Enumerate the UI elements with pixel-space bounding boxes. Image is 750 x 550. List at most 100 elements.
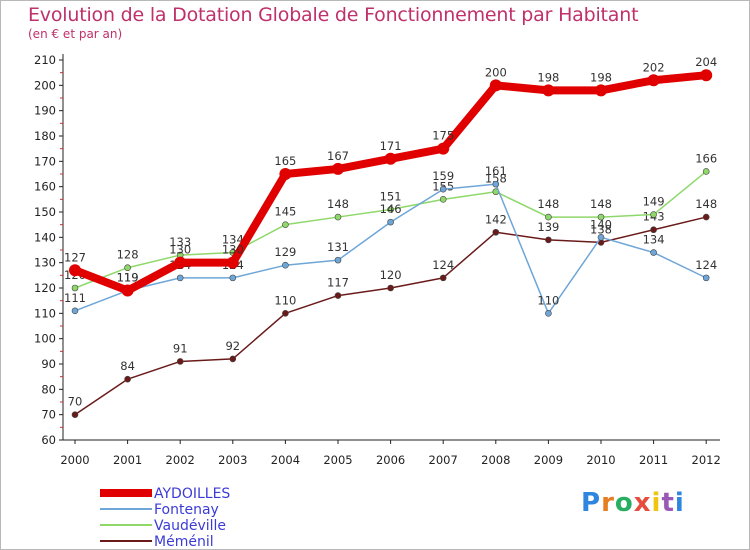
x-tick-label: 2011 (639, 453, 668, 467)
data-label-vaudeville: 148 (537, 197, 559, 211)
data-point-memenil (439, 274, 447, 282)
x-tick-label: 2006 (376, 453, 405, 467)
data-point-aydoilles (700, 69, 713, 82)
data-label-aydoilles: 165 (274, 154, 296, 168)
y-tick-label: 60 (41, 433, 56, 447)
logo-letter: i (674, 488, 685, 518)
data-point-aydoilles (121, 284, 134, 297)
data-label-aydoilles: 202 (643, 60, 665, 74)
data-label-fontenay: 119 (117, 271, 139, 285)
data-point-fontenay (439, 185, 447, 193)
data-label-fontenay: 124 (695, 258, 717, 272)
y-tick-label: 70 (41, 408, 56, 422)
data-point-memenil (282, 310, 289, 317)
x-tick-label: 2010 (586, 453, 615, 467)
x-tick-label: 2003 (218, 453, 247, 467)
data-label-aydoilles: 119 (117, 271, 139, 285)
data-point-vaudeville (439, 196, 447, 203)
data-label-vaudeville: 149 (643, 195, 665, 209)
data-point-memenil (229, 355, 237, 363)
x-tick-label: 2000 (60, 453, 89, 467)
data-label-vaudeville: 128 (117, 248, 139, 262)
data-label-aydoilles: 171 (380, 139, 402, 153)
data-label-fontenay: 129 (274, 245, 296, 259)
data-label-vaudeville: 134 (222, 233, 244, 247)
data-label-fontenay: 134 (643, 233, 665, 247)
y-tick-label: 170 (34, 154, 56, 168)
data-point-aydoilles (647, 74, 660, 87)
data-label-fontenay: 131 (327, 240, 349, 254)
data-label-fontenay: 110 (537, 293, 559, 307)
data-label-memenil: 138 (590, 222, 612, 236)
data-point-memenil (650, 226, 657, 234)
data-label-memenil: 84 (120, 359, 135, 373)
data-point-vaudeville (71, 284, 79, 292)
data-point-aydoilles (69, 264, 81, 277)
legend-label-aydoilles: AYDOILLES (154, 486, 230, 502)
data-point-vaudeville (334, 213, 342, 221)
data-label-aydoilles: 127 (64, 250, 86, 264)
data-label-fontenay: 111 (64, 291, 86, 305)
data-point-aydoilles (279, 168, 292, 180)
data-label-memenil: 70 (68, 395, 83, 409)
data-label-aydoilles: 167 (327, 149, 349, 163)
data-point-fontenay (597, 234, 605, 241)
data-point-fontenay (282, 261, 289, 269)
data-point-aydoilles (174, 256, 187, 269)
legend-label-memenil: Méménil (154, 534, 214, 550)
x-tick-label: 2012 (692, 453, 721, 467)
data-label-memenil: 92 (225, 339, 240, 353)
x-tick-label: 2005 (323, 453, 352, 467)
data-point-fontenay (334, 256, 342, 264)
y-tick-label: 100 (34, 332, 56, 346)
x-tick-label: 2008 (481, 453, 510, 467)
data-point-memenil (492, 228, 500, 236)
y-tick-label: 200 (34, 78, 56, 92)
data-point-fontenay (229, 274, 237, 282)
x-tick-label: 2004 (271, 453, 300, 467)
x-tick-label: 2007 (429, 453, 458, 467)
data-label-vaudeville: 158 (485, 172, 507, 186)
data-label-fontenay: 161 (485, 164, 507, 178)
data-label-memenil: 139 (537, 220, 559, 234)
data-point-aydoilles (226, 256, 239, 269)
y-tick-label: 80 (41, 382, 56, 396)
data-point-aydoilles (489, 79, 502, 92)
data-point-vaudeville (702, 168, 710, 175)
logo-letter: o (614, 488, 634, 518)
data-label-memenil: 110 (274, 293, 296, 307)
data-label-memenil: 142 (485, 212, 507, 226)
data-label-fontenay: 146 (380, 202, 402, 216)
data-label-vaudeville: 166 (695, 151, 717, 165)
data-label-aydoilles: 204 (695, 55, 717, 69)
data-label-vaudeville: 133 (169, 235, 191, 249)
data-label-aydoilles: 198 (537, 70, 559, 84)
data-label-aydoilles: 175 (432, 129, 454, 143)
legend-label-vaudeville: Vaudéville (154, 518, 226, 534)
data-label-aydoilles: 130 (222, 243, 244, 257)
logo-letter: t (661, 488, 675, 518)
data-point-fontenay (71, 307, 79, 315)
data-point-vaudeville (282, 221, 289, 228)
data-point-fontenay (387, 218, 394, 226)
data-point-memenil (71, 411, 79, 418)
data-point-vaudeville (545, 213, 552, 221)
data-label-memenil: 120 (380, 268, 402, 282)
y-tick-label: 210 (34, 53, 56, 67)
data-point-aydoilles (542, 84, 555, 97)
y-tick-label: 160 (34, 180, 56, 194)
data-point-memenil (334, 292, 342, 299)
x-tick-label: 2001 (113, 453, 142, 467)
y-tick-label: 110 (34, 306, 56, 320)
proxiti-logo: Proxiti (581, 488, 685, 518)
data-point-fontenay (492, 180, 500, 188)
data-point-memenil (702, 213, 710, 221)
data-point-vaudeville (597, 213, 605, 221)
y-tick-label: 150 (34, 205, 56, 219)
data-point-fontenay (650, 249, 657, 256)
data-label-vaudeville: 148 (590, 197, 612, 211)
x-tick-label: 2002 (166, 453, 195, 467)
data-label-aydoilles: 198 (590, 70, 612, 84)
